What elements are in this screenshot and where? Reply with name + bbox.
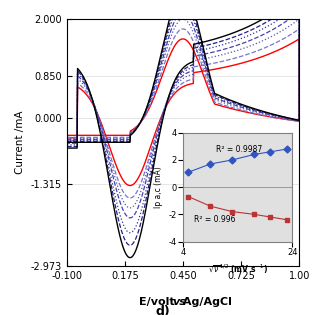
Y-axis label: Current /mA: Current /mA <box>15 111 25 175</box>
Text: d): d) <box>155 305 170 315</box>
Text: Ag/AgCl: Ag/AgCl <box>179 297 232 307</box>
Text: E/volt: E/volt <box>139 297 179 307</box>
Text: vs: vs <box>172 297 186 307</box>
